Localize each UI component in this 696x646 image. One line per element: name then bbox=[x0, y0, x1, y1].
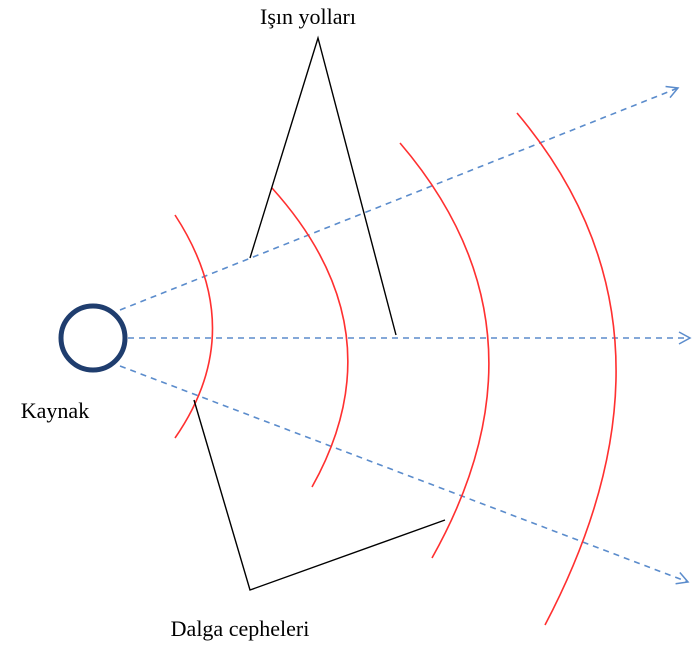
ray-lower bbox=[119, 365, 690, 585]
source-circle bbox=[58, 303, 128, 373]
source-label: Kaynak bbox=[21, 398, 89, 423]
rays-callout bbox=[249, 35, 397, 336]
ray-upper bbox=[119, 85, 680, 311]
callout-lines bbox=[193, 35, 446, 591]
wavefront-3 bbox=[399, 142, 490, 559]
wavefront-2 bbox=[271, 187, 349, 488]
wavefronts-callout bbox=[193, 399, 446, 591]
rays-label: Işın yolları bbox=[260, 4, 356, 29]
wavefronts bbox=[174, 112, 617, 626]
wavefront-4 bbox=[516, 112, 617, 626]
ray-paths bbox=[119, 85, 692, 585]
wavefront-1 bbox=[174, 214, 214, 439]
wavefronts-label: Dalga cepheleri bbox=[171, 616, 310, 641]
